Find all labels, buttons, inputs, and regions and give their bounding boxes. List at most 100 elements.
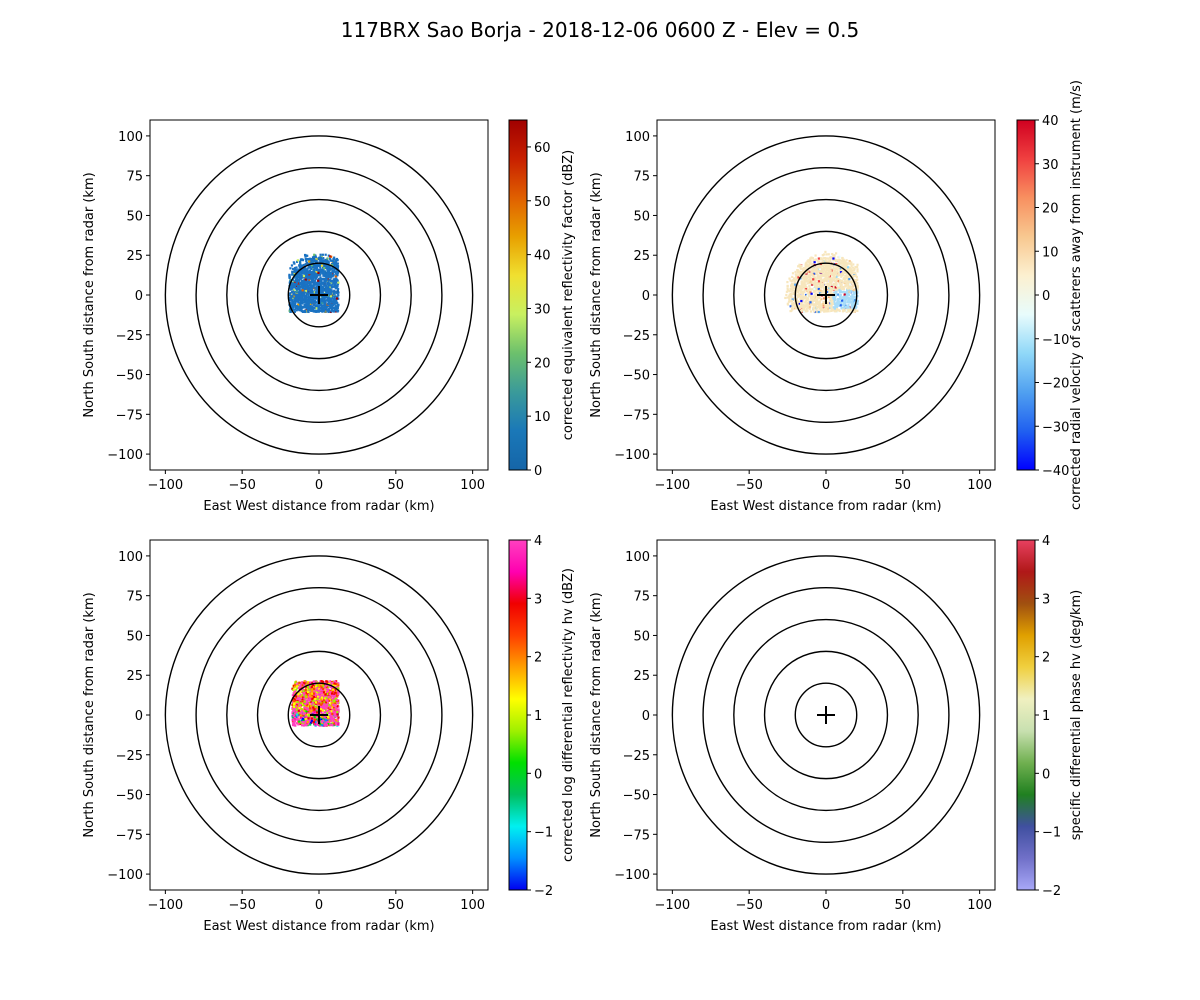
echo-gate xyxy=(319,259,322,262)
echo-gate xyxy=(786,289,790,292)
echo-gate xyxy=(841,270,844,273)
x-axis-label: East West distance from radar (km) xyxy=(203,499,434,514)
echo-gate xyxy=(817,287,820,291)
echo-gate xyxy=(812,259,815,262)
echo-gate xyxy=(823,310,826,313)
echo-gate xyxy=(294,274,297,277)
echo-gate xyxy=(808,287,811,290)
echo-gate xyxy=(306,277,309,281)
echo-gate xyxy=(816,309,819,312)
echo-gate xyxy=(818,297,822,300)
echo-gate xyxy=(301,694,304,697)
echo-gate xyxy=(337,303,340,306)
echo-gate xyxy=(304,275,307,278)
echo-gate xyxy=(844,285,847,288)
echo-gate xyxy=(801,292,805,296)
echo-gate xyxy=(325,305,328,308)
echo-gate xyxy=(299,261,302,264)
echo-gate xyxy=(306,699,309,702)
echo-gate xyxy=(790,293,793,296)
echo-gate xyxy=(799,287,802,290)
echo-gate xyxy=(834,304,837,307)
echo-gate xyxy=(301,688,304,691)
echo-gate xyxy=(324,253,327,256)
echo-gate xyxy=(306,309,309,312)
echo-gate xyxy=(324,300,327,304)
echo-gate xyxy=(291,286,294,289)
echo-gate xyxy=(847,268,850,271)
echo-gate xyxy=(804,268,807,271)
echo-gate xyxy=(851,266,855,269)
echo-gate xyxy=(304,303,307,306)
echo-gate xyxy=(304,702,307,705)
echo-gate xyxy=(331,707,334,711)
echo-gate xyxy=(788,289,791,293)
echo-gate xyxy=(329,723,332,727)
echo-gate xyxy=(821,267,824,270)
echo-gate xyxy=(832,254,835,257)
echo-gate xyxy=(331,717,335,720)
echo-gate xyxy=(831,271,834,274)
echo-gate xyxy=(840,259,843,262)
echo-gate xyxy=(334,285,337,288)
x-tick-label: −50 xyxy=(735,898,762,913)
echo-gate xyxy=(850,271,853,274)
echo-gate xyxy=(298,720,301,723)
echo-gate xyxy=(785,290,789,293)
echo-gate xyxy=(291,711,294,714)
y-axis-label: North South distance from radar (km) xyxy=(82,592,97,837)
echo-gate xyxy=(824,308,827,311)
echo-gate xyxy=(329,680,332,683)
echo-gate xyxy=(291,706,294,710)
echo-gate xyxy=(300,724,304,727)
echo-gate xyxy=(827,274,831,277)
echo-gate xyxy=(826,273,829,276)
echo-gate xyxy=(329,696,332,699)
echo-gate xyxy=(829,269,832,272)
echo-gate xyxy=(307,272,310,275)
echo-gate xyxy=(332,281,335,285)
echo-gate xyxy=(326,268,329,271)
echo-gate xyxy=(305,280,308,283)
y-tick-label: −50 xyxy=(116,789,143,804)
echo-gate xyxy=(293,273,296,277)
echo-gate xyxy=(305,715,308,718)
echo-gate xyxy=(851,274,854,278)
echo-gate xyxy=(822,300,825,304)
echo-gate xyxy=(847,303,850,306)
echo-gate xyxy=(333,301,336,304)
echo-gate xyxy=(318,256,321,259)
echo-gate xyxy=(811,296,814,299)
echo-gate xyxy=(297,286,300,290)
echo-gate xyxy=(327,254,330,257)
echo-gate xyxy=(821,258,824,261)
echo-gate xyxy=(291,716,294,719)
echo-gate xyxy=(814,273,817,276)
echo-gate xyxy=(331,264,334,267)
echo-gate xyxy=(334,278,337,281)
echo-gate xyxy=(828,264,832,268)
echo-gate xyxy=(817,310,820,314)
echo-gate xyxy=(321,272,324,275)
echo-gate xyxy=(299,695,302,698)
echo-gate xyxy=(814,298,818,301)
echo-gate xyxy=(834,286,837,289)
echo-gate xyxy=(309,282,312,286)
echo-gate xyxy=(334,723,337,726)
echo-gate xyxy=(334,270,337,273)
echo-gate xyxy=(793,297,796,300)
echo-gate xyxy=(292,724,296,727)
echo-gate xyxy=(291,687,294,690)
echo-gate xyxy=(828,256,832,259)
echo-gate xyxy=(294,295,297,298)
echo-gate xyxy=(303,715,307,719)
echo-gate xyxy=(314,296,318,300)
echo-gate xyxy=(307,291,310,294)
echo-gate xyxy=(316,698,319,701)
echo-gate xyxy=(306,695,310,698)
echo-gate xyxy=(323,683,326,687)
echo-gate xyxy=(314,310,318,313)
echo-gate xyxy=(810,297,813,300)
echo-gate xyxy=(802,305,805,308)
echo-gate xyxy=(292,705,296,708)
